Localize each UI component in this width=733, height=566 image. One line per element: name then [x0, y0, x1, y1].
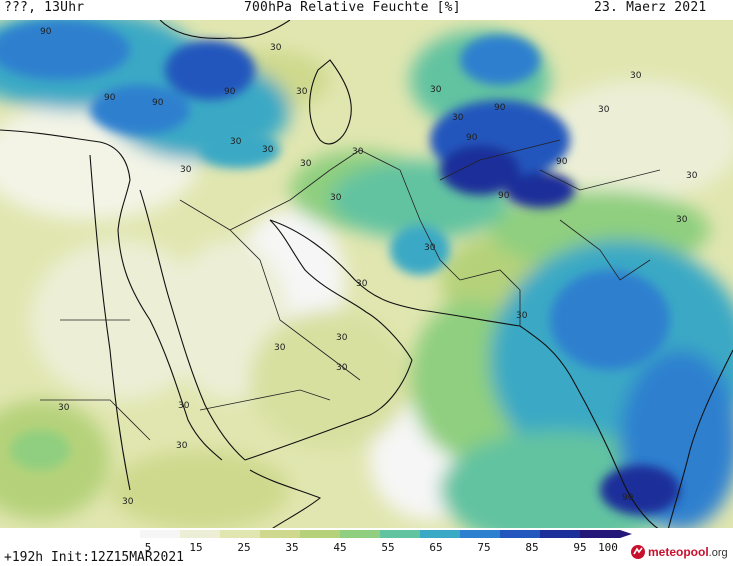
contour-label-30: 30 [516, 311, 528, 321]
contour-label-30: 30 [424, 243, 436, 253]
contour-label-90: 90 [466, 133, 478, 143]
colorbar-segment [580, 530, 621, 538]
colorbar-segment [180, 530, 221, 538]
colorbar-segment [300, 530, 341, 538]
colorbar-tick-label: 100 [598, 541, 618, 554]
colorbar-tick-label: 95 [573, 541, 587, 554]
meteopool-logo[interactable]: meteopool.org [630, 542, 733, 564]
humidity-field: 90 90 90 90 90 90 90 90 90 30 30 30 30 3… [0, 20, 733, 530]
logo-wordmark: meteopool.org [648, 545, 728, 559]
colorbar-segment [380, 530, 421, 538]
contour-label-30: 30 [270, 43, 282, 53]
contour-label-90: 90 [556, 157, 568, 167]
colorbar-arrow [620, 530, 632, 538]
contour-label-30: 30 [296, 87, 308, 97]
contour-label-30: 30 [330, 193, 342, 203]
humidity-map: 90 90 90 90 90 90 90 90 90 30 30 30 30 3… [0, 20, 733, 530]
colorbar-tick-label: 85 [525, 541, 539, 554]
valid-time-label: ???, 13Uhr [4, 0, 85, 15]
colorbar-segment [260, 530, 301, 538]
header-bar: ???, 13Uhr 700hPa Relative Feuchte [%] 2… [0, 0, 733, 20]
contour-label-30: 30 [452, 113, 464, 123]
coastlines [0, 20, 733, 530]
colorbar-segment [220, 530, 261, 538]
contour-label-30: 30 [336, 333, 348, 343]
colorbar-tick-label: 35 [285, 541, 299, 554]
logo-text: meteopool [648, 545, 709, 559]
contour-label-90: 90 [622, 493, 634, 503]
contour-label-30: 30 [336, 363, 348, 373]
contour-label-30: 30 [676, 215, 688, 225]
logo-icon [631, 545, 645, 559]
colorbar-tick-label: 55 [381, 541, 395, 554]
colorbar-segment [460, 530, 501, 538]
colorbar-segment [340, 530, 381, 538]
contour-label-30: 30 [122, 497, 134, 507]
contour-labels: 90 90 90 90 90 90 90 90 90 30 30 30 30 3… [40, 27, 698, 507]
colorbar-tick-label: 65 [429, 541, 443, 554]
map-title: 700hPa Relative Feuchte [%] [244, 0, 461, 15]
colorbar-tick-label: 5 [144, 541, 152, 554]
colorbar-tick-label: 15 [189, 541, 203, 554]
colorbar-tick-label: 75 [477, 541, 491, 554]
contour-label-30: 30 [178, 401, 190, 411]
contour-label-30: 30 [274, 343, 286, 353]
contour-label-30: 30 [180, 165, 192, 175]
contour-label-90: 90 [494, 103, 506, 113]
colorbar [140, 530, 632, 538]
contour-label-30: 30 [352, 147, 364, 157]
run-info-label: +192h Init:12Z15MAR2021 [4, 550, 185, 565]
contour-label-90: 90 [224, 87, 236, 97]
colorbar-tick-label: 25 [237, 541, 251, 554]
contour-label-30: 30 [630, 71, 642, 81]
contour-label-30: 30 [300, 159, 312, 169]
colorbar-segment [540, 530, 581, 538]
contour-label-30: 30 [598, 105, 610, 115]
valid-date-label: 23. Maerz 2021 [594, 0, 707, 15]
contour-label-30: 30 [686, 171, 698, 181]
contour-label-90: 90 [104, 93, 116, 103]
colorbar-segment [140, 530, 181, 538]
contour-label-90: 90 [40, 27, 52, 37]
contour-label-30: 30 [230, 137, 242, 147]
footer-bar: 5 15 25 35 45 55 65 75 85 95 100 +192h I… [0, 528, 733, 566]
country-borders [40, 139, 661, 441]
contour-label-30: 30 [176, 441, 188, 451]
contour-label-30: 30 [262, 145, 274, 155]
logo-suffix: .org [708, 547, 728, 559]
colorbar-labels: 5 15 25 35 45 55 65 75 85 95 100 [140, 528, 640, 556]
contour-label-90: 90 [498, 191, 510, 201]
contour-label-90: 90 [152, 98, 164, 108]
contour-label-30: 30 [356, 279, 368, 289]
contour-label-30: 30 [430, 85, 442, 95]
colorbar-segment [500, 530, 541, 538]
colorbar-tick-label: 45 [333, 541, 347, 554]
contour-label-30: 30 [58, 403, 70, 413]
colorbar-segment [420, 530, 461, 538]
